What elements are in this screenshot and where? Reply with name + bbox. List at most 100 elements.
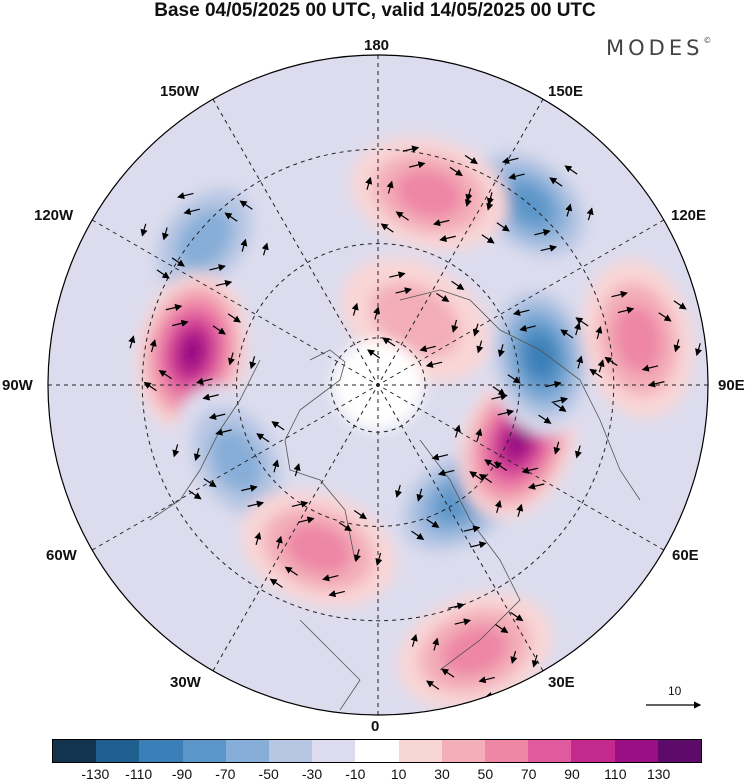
wind-vector <box>534 229 551 236</box>
copyright-mark: © <box>703 36 712 45</box>
anomaly-contour <box>179 333 206 371</box>
wind-vector <box>298 516 315 524</box>
wind-vector <box>208 412 226 420</box>
wind-vector <box>658 312 672 322</box>
wind-vector <box>565 203 573 217</box>
wind-vector <box>375 552 383 566</box>
wind-vector <box>469 471 483 481</box>
colorbar-swatch <box>398 740 442 762</box>
wind-vector <box>695 343 702 357</box>
wind-vector <box>386 180 394 194</box>
anomaly-contour <box>370 282 461 357</box>
wind-vector <box>426 518 440 528</box>
latitude-circle <box>236 243 520 527</box>
colorbar-tick-label: 50 <box>477 766 494 782</box>
coastline-europe-south <box>419 439 521 671</box>
wind-vector <box>162 227 169 241</box>
wind-vector <box>586 207 594 221</box>
colorbar-swatch <box>528 740 572 762</box>
label-120e: 120E <box>671 207 707 224</box>
coastline-greenland-europe <box>284 349 356 561</box>
wind-vector <box>171 257 185 267</box>
wind-vector <box>486 192 494 206</box>
wind-vector <box>512 308 530 316</box>
wind-vector <box>448 602 465 610</box>
wind-vector <box>239 200 253 210</box>
wind-vector <box>673 300 687 310</box>
anomaly-east-asia-high <box>582 259 694 419</box>
wind-vector <box>484 459 498 469</box>
anomaly-contour <box>614 305 662 374</box>
wind-vector <box>351 302 359 316</box>
wind-vector <box>449 166 463 177</box>
wind-vector <box>275 535 283 549</box>
wind-vector <box>553 441 561 455</box>
wind-vector <box>195 377 213 385</box>
wind-vector <box>247 500 265 508</box>
wind-vector <box>172 444 180 458</box>
wind-vector <box>516 503 524 517</box>
map-disk <box>48 55 708 715</box>
wind-vector <box>453 424 461 438</box>
wind-vector <box>531 654 539 668</box>
wind-vector <box>451 280 465 291</box>
wind-vector <box>322 574 339 582</box>
wind-vector <box>497 409 515 417</box>
wind-vector <box>128 335 136 349</box>
wind-vector <box>209 264 226 272</box>
wind-vector <box>508 172 525 180</box>
wind-vector <box>215 428 232 436</box>
wind-vector <box>240 238 248 252</box>
wind-vector <box>641 364 659 372</box>
coastline-africa-west <box>299 619 361 711</box>
colorbar-tick-label: 70 <box>520 766 537 782</box>
colorbar-tick-label: 90 <box>564 766 580 782</box>
label-180: 180 <box>364 37 390 54</box>
wind-vector <box>291 500 309 508</box>
wind-vector <box>202 393 219 401</box>
wind-vector <box>519 324 536 332</box>
wind-vector <box>486 197 494 211</box>
colorbar-swatch <box>312 740 356 762</box>
wind-vector <box>437 469 455 477</box>
wind-vector <box>575 317 589 327</box>
wind-vector <box>538 414 552 424</box>
wind-vector <box>212 325 226 335</box>
colorbar-tick-label: -50 <box>258 766 279 782</box>
wind-vector <box>611 290 628 298</box>
wind-vector <box>491 393 508 401</box>
wind-vector <box>476 340 484 354</box>
wind-vector <box>254 531 262 546</box>
wind-vector <box>574 445 582 459</box>
wind-vector <box>495 623 509 634</box>
wind-vector <box>149 339 157 353</box>
colorbar <box>52 739 702 763</box>
wind-vector <box>261 242 269 256</box>
wind-vector <box>143 381 157 392</box>
label-90e: 90E <box>718 377 745 394</box>
label-30e: 30E <box>548 674 575 691</box>
wind-vector <box>439 234 456 242</box>
wind-vector <box>494 499 502 514</box>
colorbar-swatch <box>657 740 702 762</box>
colorbar-swatch <box>269 740 313 762</box>
label-120w: 120W <box>34 207 74 224</box>
colorbar-tick-label: 130 <box>646 766 671 782</box>
colorbar-swatch <box>355 740 399 762</box>
colorbar-tick-label: -130 <box>81 766 110 782</box>
anomaly-hawaii-low-north <box>138 168 272 311</box>
label-0: 0 <box>371 718 380 735</box>
wind-vector <box>481 234 495 244</box>
label-30w: 30W <box>170 674 201 691</box>
meridians <box>48 55 708 715</box>
wind-vector <box>402 145 420 153</box>
wind-vector <box>431 453 449 461</box>
colorbar-swatch <box>441 740 486 762</box>
wind-vector <box>416 488 424 502</box>
anomaly-field <box>136 136 694 710</box>
colorbar-tick-label: 110 <box>604 766 627 782</box>
wind-vector <box>441 668 455 678</box>
colorbar-tick-label: -10 <box>345 766 366 782</box>
colorbar-swatch <box>139 740 183 762</box>
wind-vector <box>158 369 172 380</box>
